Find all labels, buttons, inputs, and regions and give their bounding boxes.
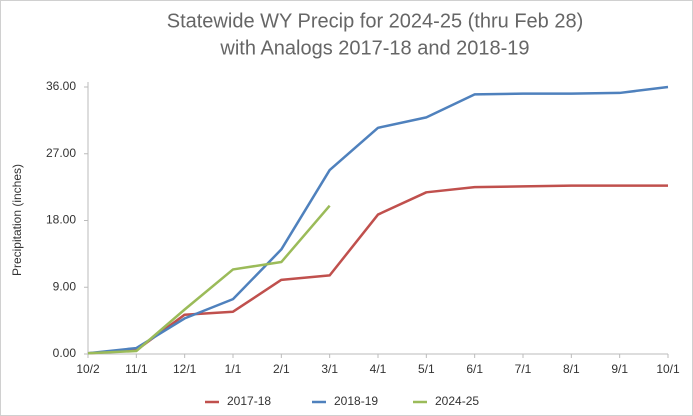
series-line bbox=[87, 85, 669, 355]
series-line bbox=[87, 204, 331, 355]
legend-label: 2024-25 bbox=[435, 394, 479, 408]
y-tick-label: 27.00 bbox=[46, 146, 76, 160]
chart-title: with Analogs 2017-18 and 2018-19 bbox=[219, 37, 529, 59]
y-tick-label: 0.00 bbox=[53, 346, 77, 360]
x-tick-label: 5/1 bbox=[418, 362, 435, 376]
y-tick-label: 18.00 bbox=[46, 213, 76, 227]
x-tick-label: 1/1 bbox=[225, 362, 242, 376]
y-tick-label: 9.00 bbox=[53, 279, 77, 293]
y-tick-label: 36.00 bbox=[46, 79, 76, 93]
series-line bbox=[87, 184, 668, 355]
x-tick-label: 8/1 bbox=[563, 362, 580, 376]
chart-title: Statewide WY Precip for 2024-25 (thru Fe… bbox=[167, 10, 584, 32]
y-axis-label: Precipitation (inches) bbox=[10, 164, 24, 276]
x-tick-label: 10/2 bbox=[76, 362, 100, 376]
x-tick-label: 2/1 bbox=[273, 362, 290, 376]
legend-label: 2018-19 bbox=[334, 394, 378, 408]
x-tick-label: 7/1 bbox=[515, 362, 532, 376]
legend-label: 2017-18 bbox=[227, 394, 271, 408]
x-tick-label: 10/1 bbox=[656, 362, 680, 376]
x-tick-label: 4/1 bbox=[370, 362, 387, 376]
x-tick-label: 12/1 bbox=[173, 362, 197, 376]
x-tick-label: 9/1 bbox=[611, 362, 628, 376]
x-tick-label: 6/1 bbox=[466, 362, 483, 376]
x-tick-label: 11/1 bbox=[125, 362, 148, 376]
x-tick-label: 3/1 bbox=[321, 362, 338, 376]
